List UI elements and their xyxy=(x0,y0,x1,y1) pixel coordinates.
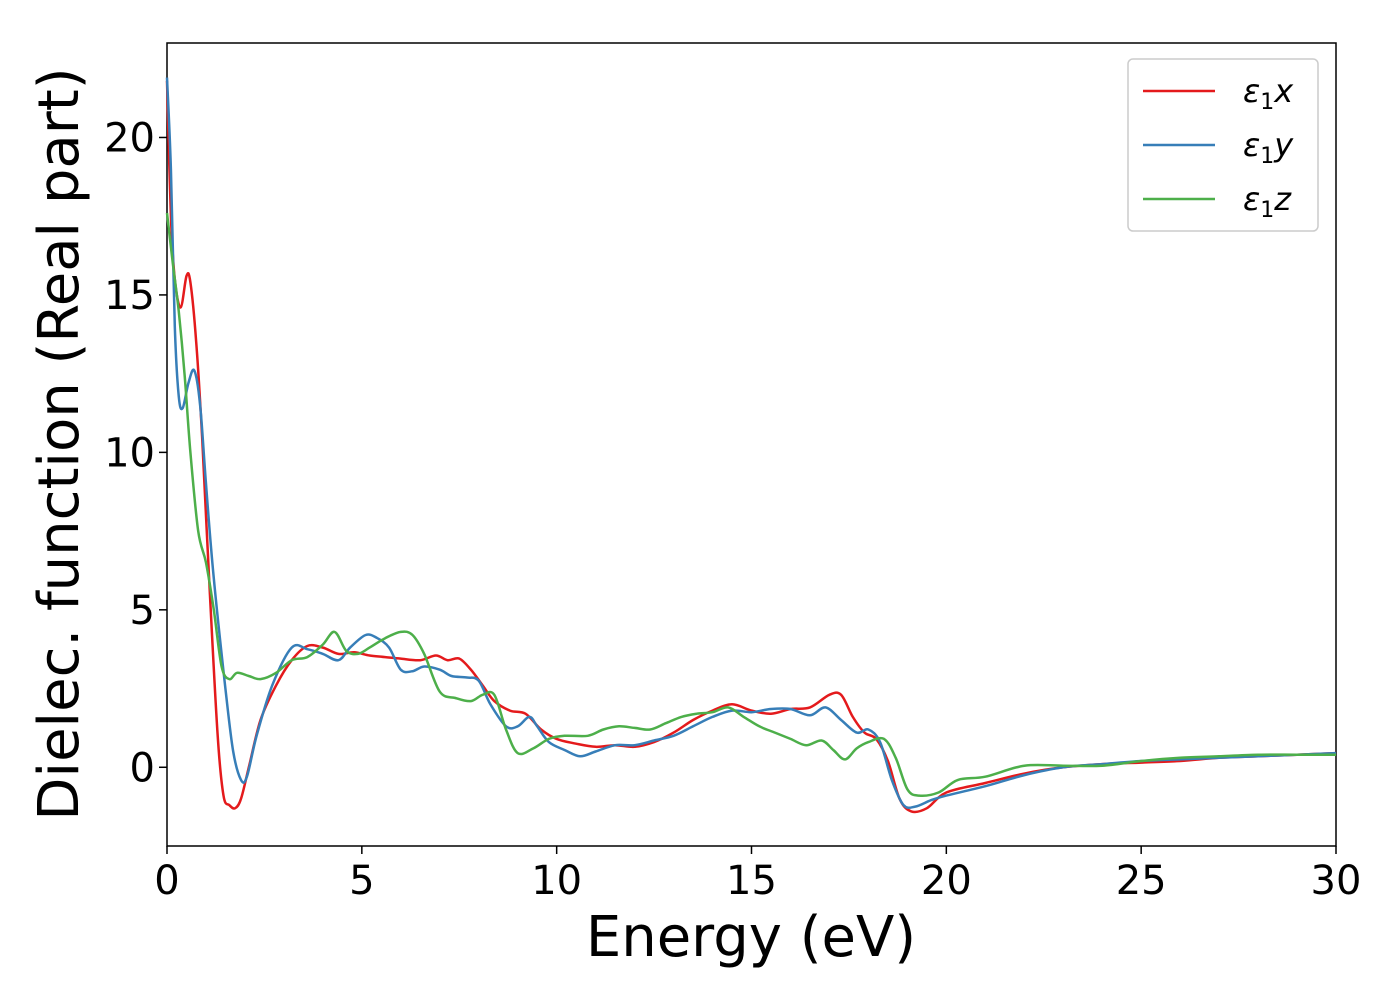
series-line-z xyxy=(165,212,1336,797)
series-layer xyxy=(165,77,1337,814)
y-tick-label: 5 xyxy=(130,588,155,634)
legend-label-z: ε1z xyxy=(1243,180,1292,223)
y-tick-label: 15 xyxy=(104,273,155,319)
x-tick-label: 15 xyxy=(726,858,777,904)
x-axis-title: Energy (eV) xyxy=(586,905,916,970)
legend-box xyxy=(1127,58,1319,232)
y-axis-ticks: 0 5 10 15 20 xyxy=(104,115,167,791)
x-tick-label: 5 xyxy=(349,858,374,904)
y-tick-label: 0 xyxy=(130,745,155,791)
series-line-y xyxy=(165,77,1337,810)
y-tick-label: 20 xyxy=(104,115,155,161)
y-tick-label: 10 xyxy=(104,430,155,476)
x-tick-label: 0 xyxy=(154,858,179,904)
x-tick-label: 20 xyxy=(921,858,972,904)
x-tick-label: 30 xyxy=(1311,858,1362,904)
legend-label-x: ε1x xyxy=(1243,72,1294,115)
x-tick-label: 25 xyxy=(1116,858,1167,904)
legend-label-y: ε1y xyxy=(1243,126,1294,169)
x-axis-ticks: 0 5 10 15 20 25 30 xyxy=(154,846,1361,904)
y-axis-title: Dielec. function (Real part) xyxy=(27,67,92,820)
legend: ε1x ε1y ε1z xyxy=(1127,58,1319,232)
x-tick-label: 10 xyxy=(531,858,582,904)
